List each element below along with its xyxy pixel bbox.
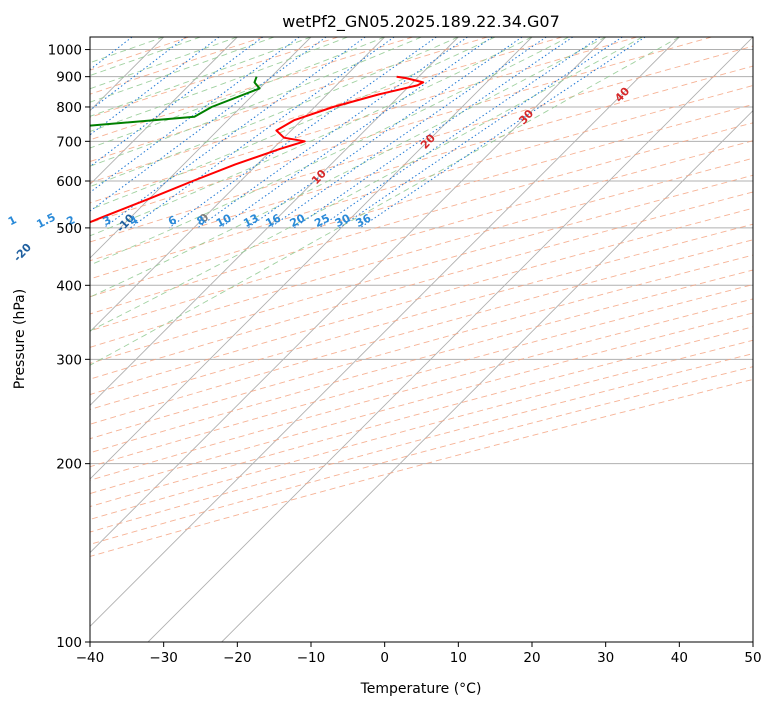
dry-adiabat-line	[90, 269, 753, 454]
mixing-ratio-label: 36	[354, 211, 374, 230]
dry-adiabat-line	[90, 37, 638, 204]
mixing-ratio-line	[269, 37, 547, 229]
moist-adiabat-line	[90, 37, 606, 298]
mixing-ratio-label: 16	[263, 211, 283, 230]
moist-adiabat-line	[90, 37, 385, 149]
isotherm-label: -20	[11, 241, 34, 265]
dry-adiabat-line	[90, 65, 753, 262]
moist-adiabat-line	[90, 37, 570, 266]
x-tick-label: 40	[671, 650, 688, 666]
mixing-ratio-line	[129, 37, 395, 229]
y-tick-label: 600	[56, 174, 82, 190]
y-tick-label: 700	[56, 134, 82, 150]
dry-adiabat-line	[90, 37, 264, 95]
moist-adiabat-line	[90, 37, 496, 211]
dry-adiabat-line	[90, 339, 753, 520]
temperature-profile-line	[90, 75, 425, 224]
dry-adiabat-line	[90, 312, 753, 495]
mixing-ratio-label: 1	[6, 213, 19, 228]
x-tick-label: −30	[149, 650, 178, 666]
mixing-ratio-label: 20	[288, 211, 308, 230]
isotherm-line	[221, 110, 753, 642]
mixing-ratio-line	[90, 37, 327, 212]
mixing-ratio-line	[90, 37, 220, 136]
moist-adiabat-line	[90, 37, 238, 90]
mixing-ratio-line	[338, 37, 623, 229]
plot-frame	[89, 36, 754, 643]
moist-adiabat-line	[90, 37, 533, 237]
moist-adiabat-line	[90, 37, 643, 332]
isotherm-line	[90, 37, 312, 259]
dry-adiabat-line	[90, 103, 753, 298]
moist-adiabat-line	[90, 37, 680, 366]
mixing-ratio-line	[359, 37, 646, 229]
x-tick-label: −20	[223, 650, 252, 666]
mixing-ratio-line	[220, 37, 493, 229]
y-tick-label: 400	[56, 278, 82, 294]
x-tick-label: 0	[380, 650, 389, 666]
dry-adiabat-line	[90, 366, 753, 545]
x-tick-label: −10	[297, 650, 326, 666]
dry-adiabat-line	[90, 85, 753, 280]
x-axis-label: Temperature (°C)	[360, 681, 482, 697]
chart-title: wetPf2_GN05.2025.189.22.34.G07	[282, 12, 560, 32]
y-tick-label: 900	[56, 70, 82, 86]
mixing-ratio-line	[168, 37, 437, 229]
y-axis-label: Pressure (hPa)	[12, 289, 28, 389]
mixing-ratio-line	[0, 37, 82, 228]
y-tick-label: 800	[56, 100, 82, 116]
mixing-ratio-line	[197, 37, 468, 229]
dry-adiabat-line	[90, 37, 488, 162]
isotherm-line	[90, 37, 533, 480]
dry-adiabat-line	[90, 378, 753, 557]
y-tick-label: 1000	[48, 43, 82, 59]
y-tick-label: 300	[56, 352, 82, 368]
isotherm-line	[90, 37, 459, 406]
isotherm-line	[147, 37, 753, 642]
dry-adiabat-line	[90, 122, 753, 315]
mixing-ratio-label: 10	[214, 211, 234, 230]
x-tick-label: 50	[744, 650, 761, 666]
moist-adiabat-line	[90, 37, 348, 132]
mixing-ratio-label: 13	[241, 212, 261, 231]
mixing-ratio-line	[103, 37, 366, 229]
moist-adiabat-line	[90, 37, 275, 103]
x-tick-label: 30	[597, 650, 614, 666]
x-tick-label: 10	[450, 650, 467, 666]
mixing-ratio-line	[247, 37, 523, 229]
dry-adiabat-line	[90, 223, 753, 410]
moist-adiabat-line	[90, 37, 459, 188]
x-tick-label: 20	[523, 650, 540, 666]
mixing-ratio-label: 25	[312, 211, 332, 230]
isotherm-line	[90, 37, 606, 554]
y-tick-label: 100	[56, 635, 82, 651]
dry-adiabat-line	[90, 239, 753, 425]
x-tick-label: −40	[76, 650, 105, 666]
plot-area	[90, 37, 753, 642]
y-tick-label: 500	[56, 221, 82, 237]
y-tick-label: 200	[56, 457, 82, 473]
dry-adiabat-line	[90, 37, 712, 224]
moist-adiabat-line	[90, 37, 201, 77]
isotherm-line	[90, 37, 680, 627]
dry-adiabat-line	[90, 140, 753, 332]
mixing-ratio-label: 30	[333, 211, 353, 230]
isotherm-line	[90, 37, 238, 185]
mixing-ratio-label: 1.5	[34, 211, 57, 231]
